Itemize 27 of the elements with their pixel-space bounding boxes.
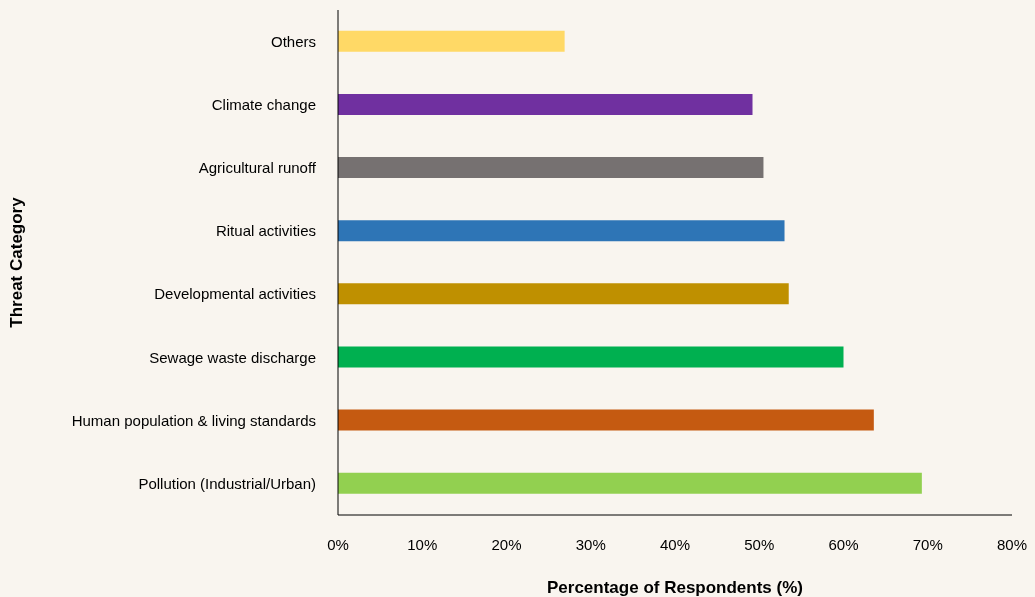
y-tick-label: Sewage waste discharge bbox=[149, 348, 316, 366]
bar bbox=[338, 93, 753, 115]
x-tick-label: 30% bbox=[575, 535, 606, 553]
bar bbox=[338, 472, 922, 494]
x-tick-label: 50% bbox=[744, 535, 775, 553]
x-tick-label: 20% bbox=[491, 535, 522, 553]
x-axis-title: Percentage of Respondents (%) bbox=[547, 578, 803, 597]
y-tick-label: Ritual activities bbox=[215, 222, 316, 240]
bar bbox=[338, 346, 844, 368]
x-tick-label: 0% bbox=[327, 535, 349, 553]
y-tick-label: Agricultural runoff bbox=[198, 159, 317, 177]
y-tick-label: Developmental activities bbox=[154, 285, 316, 303]
y-tick-label: Climate change bbox=[211, 96, 316, 114]
bar bbox=[338, 283, 789, 305]
y-tick-label: Human population & living standards bbox=[71, 411, 316, 429]
y-tick-label: Others bbox=[270, 32, 316, 50]
x-tick-label: 60% bbox=[828, 535, 859, 553]
bar bbox=[338, 220, 785, 242]
y-axis-title: Threat Category bbox=[7, 196, 27, 328]
bar bbox=[338, 409, 874, 431]
bar bbox=[338, 157, 764, 179]
x-tick-label: 10% bbox=[407, 535, 438, 553]
x-tick-label: 70% bbox=[912, 535, 943, 553]
y-tick-label: Pollution (Industrial/Urban) bbox=[138, 474, 316, 492]
bar bbox=[338, 30, 565, 52]
x-tick-label: 80% bbox=[996, 535, 1028, 553]
x-tick-label: 40% bbox=[659, 535, 691, 553]
